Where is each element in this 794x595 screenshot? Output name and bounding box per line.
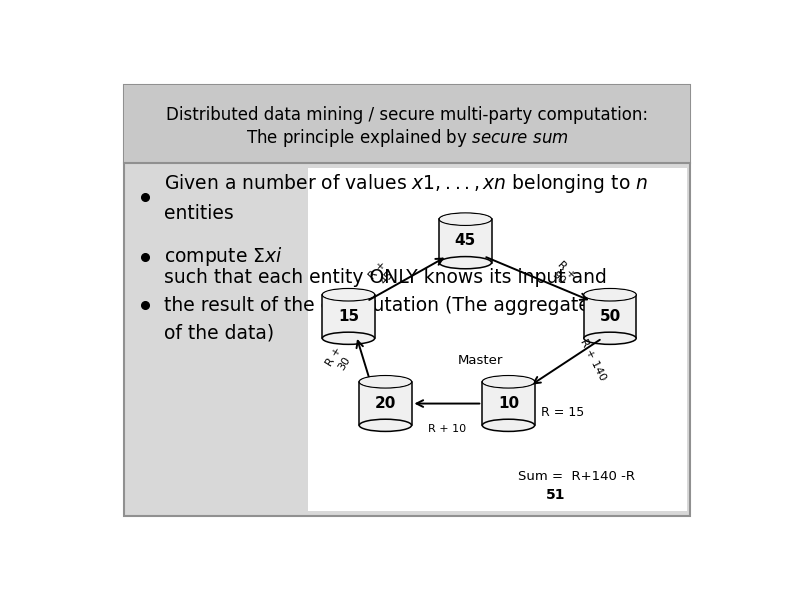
Ellipse shape [359, 419, 411, 431]
Text: Given a number of values $\it{x1,...,xn}$ belonging to $\it{n}$
entities: Given a number of values $\it{x1,...,xn}… [164, 172, 648, 223]
Text: The principle explained by $\it{secure\ sum}$: The principle explained by $\it{secure\ … [245, 127, 569, 149]
Ellipse shape [483, 376, 534, 387]
Bar [322, 295, 375, 339]
Text: 45: 45 [455, 233, 476, 249]
Text: Sum =  R+140 -R: Sum = R+140 -R [518, 471, 634, 483]
Bar [584, 295, 636, 339]
Ellipse shape [584, 289, 635, 300]
Text: 50: 50 [599, 309, 621, 324]
Bar [482, 382, 534, 425]
Ellipse shape [323, 289, 374, 300]
Bar [439, 219, 491, 262]
Ellipse shape [439, 213, 491, 226]
Ellipse shape [482, 419, 534, 431]
FancyBboxPatch shape [124, 85, 690, 163]
FancyBboxPatch shape [309, 168, 687, 511]
Ellipse shape [482, 375, 534, 388]
Ellipse shape [439, 256, 491, 269]
Text: R +
90: R + 90 [547, 259, 577, 289]
Text: 20: 20 [375, 396, 396, 411]
Text: R + 10: R + 10 [428, 424, 466, 434]
Text: 51: 51 [545, 488, 565, 502]
Ellipse shape [584, 289, 636, 301]
Text: compute $\Sigma$$\it{xi}$: compute $\Sigma$$\it{xi}$ [164, 246, 283, 268]
Text: R + 140: R + 140 [578, 337, 607, 383]
Text: Master: Master [458, 353, 503, 367]
Text: 15: 15 [338, 309, 359, 324]
Text: R = 15: R = 15 [541, 406, 584, 419]
Ellipse shape [322, 332, 375, 345]
Bar [359, 382, 411, 425]
Text: 10: 10 [498, 396, 519, 411]
Text: R +
45: R + 45 [368, 259, 397, 289]
Text: Distributed data mining / secure multi-party computation:: Distributed data mining / secure multi-p… [166, 106, 648, 124]
Ellipse shape [440, 214, 491, 225]
FancyBboxPatch shape [124, 85, 690, 516]
Ellipse shape [584, 332, 636, 345]
Ellipse shape [322, 289, 375, 301]
Text: such that each entity ONLY knows its input and
the result of the computation (Th: such that each entity ONLY knows its inp… [164, 268, 636, 343]
Ellipse shape [360, 376, 411, 387]
Text: R +
30: R + 30 [325, 346, 354, 374]
Ellipse shape [359, 375, 411, 388]
